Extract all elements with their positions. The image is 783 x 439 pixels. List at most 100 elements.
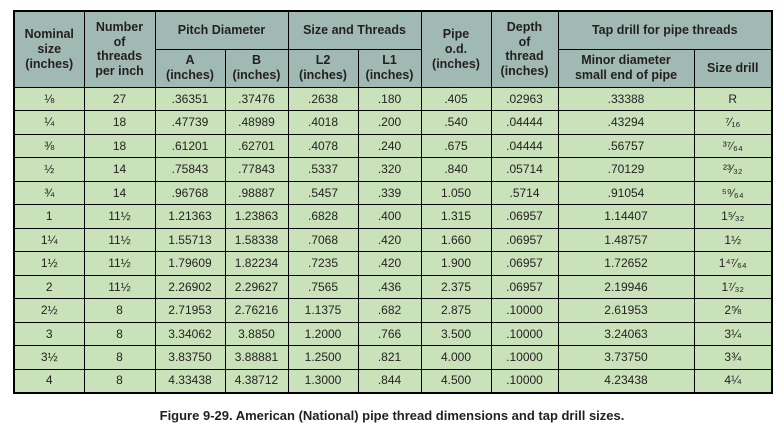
- table-cell: .04444: [490, 110, 559, 135]
- header-size-drill: Size drill: [693, 48, 773, 88]
- table-cell: .70129: [557, 157, 695, 182]
- table-cell: 8: [83, 345, 156, 370]
- table-row: 1½ 11½ 1.79609 1.82234.7235.420 1.900.06957 1…: [13, 251, 773, 276]
- table-cell: 1.660: [420, 227, 492, 252]
- table-cell: 1.79609: [154, 251, 226, 276]
- table-cell: .7235: [287, 251, 359, 276]
- table-cell: ³⁷⁄₆₄: [693, 133, 773, 158]
- table-cell: .48989: [224, 110, 289, 135]
- table-cell: 1.48757: [557, 227, 695, 252]
- table-cell: .37476: [224, 86, 289, 111]
- header-minor-diameter: Minor diameter small end of pipe: [557, 48, 695, 88]
- table-cell: 8: [83, 321, 156, 346]
- table-cell: 1.315: [420, 204, 492, 229]
- table-cell: 1.900: [420, 251, 492, 276]
- table-cell: 18: [83, 110, 156, 135]
- table-cell: .04444: [490, 133, 559, 158]
- table-cell: ⅜: [13, 133, 85, 158]
- table-cell: 1.14407: [557, 204, 695, 229]
- table-row: 1 11½ 1.21363 1.23863.6828.400 1.315.06957 1.…: [13, 204, 773, 229]
- table-cell: .36351: [154, 86, 226, 111]
- table-cell: ¾: [13, 180, 85, 205]
- table-cell: 18: [83, 133, 156, 158]
- table-cell: .540: [420, 110, 492, 135]
- table-header: Nominal size (inches) Number of threads …: [13, 10, 773, 88]
- table-cell: 2⅝: [693, 298, 773, 323]
- table-cell: 2.26902: [154, 274, 226, 299]
- table-cell: 1.58338: [224, 227, 289, 252]
- table-cell: .91054: [557, 180, 695, 205]
- table-row: 2 11½ 2.26902 2.29627.7565.436 2.375.06957 2.…: [13, 274, 773, 299]
- header-pitch-a: A (inches): [154, 48, 226, 88]
- table-cell: .62701: [224, 133, 289, 158]
- header-row-sub: A (inches) B (inches) L2 (inches) L1 (in…: [14, 48, 773, 88]
- table-cell: 3.88881: [224, 345, 289, 370]
- table-cell: 2: [13, 274, 85, 299]
- table-row: ¾ 14.96768.98887.5457.339 1.050.5714.91054…: [13, 180, 773, 205]
- table-cell: 1⁴⁷⁄₆₄: [693, 251, 773, 276]
- table-cell: 14: [83, 157, 156, 182]
- table-row: 1¼ 11½ 1.55713 1.58338.7068.420 1.660.06957 1…: [13, 227, 773, 252]
- table-cell: .682: [357, 298, 422, 323]
- table-cell: .844: [357, 368, 422, 393]
- table-cell: .43294: [557, 110, 695, 135]
- table-cell: .47739: [154, 110, 226, 135]
- table-cell: .180: [357, 86, 422, 111]
- table-cell: 2.29627: [224, 274, 289, 299]
- table-cell: .05714: [490, 157, 559, 182]
- header-nominal-size: Nominal size (inches): [13, 10, 85, 88]
- table-cell: 4.23438: [557, 368, 695, 393]
- table-cell: 2.875: [420, 298, 492, 323]
- header-row-groups: Nominal size (inches) Number of threads …: [13, 10, 773, 88]
- table-cell: .06957: [490, 251, 559, 276]
- header-pitch-b: B (inches): [224, 48, 289, 88]
- table-row: ¼ 18.47739.48989.4018.200.540.04444.43294…: [13, 110, 773, 135]
- table-cell: 3.73750: [557, 345, 695, 370]
- table-cell: 3.24063: [557, 321, 695, 346]
- table-cell: .2638: [287, 86, 359, 111]
- table-cell: .10000: [490, 368, 559, 393]
- table-cell: 8: [83, 298, 156, 323]
- table-cell: .06957: [490, 274, 559, 299]
- table-cell: 2.76216: [224, 298, 289, 323]
- table-cell: 2½: [13, 298, 85, 323]
- table-row: ⅛ 27.36351.37476.2638.180.405.02963.33388…: [13, 86, 773, 111]
- table-cell: 3.500: [420, 321, 492, 346]
- pipe-thread-table: Nominal size (inches) Number of threads …: [13, 10, 773, 394]
- table-cell: .10000: [490, 345, 559, 370]
- table-cell: ¼: [13, 110, 85, 135]
- table-cell: 3¼: [693, 321, 773, 346]
- table-cell: 1.23863: [224, 204, 289, 229]
- table-cell: ²³⁄₃₂: [693, 157, 773, 182]
- table-cell: 2.61953: [557, 298, 695, 323]
- table-cell: .77843: [224, 157, 289, 182]
- table-cell: 1¼: [13, 227, 85, 252]
- table-cell: ⁷⁄₁₆: [693, 110, 773, 135]
- table-cell: 3½: [13, 345, 85, 370]
- table-cell: ⅛: [13, 86, 85, 111]
- table-cell: 1.55713: [154, 227, 226, 252]
- table-cell: 8: [83, 368, 156, 393]
- table-cell: 11½: [83, 251, 156, 276]
- table-cell: 3.8850: [224, 321, 289, 346]
- table-cell: 2.375: [420, 274, 492, 299]
- table-cell: 1.1375: [287, 298, 359, 323]
- table-cell: 11½: [83, 227, 156, 252]
- table-cell: 14: [83, 180, 156, 205]
- header-pipe-od: Pipe o.d. (inches): [420, 10, 492, 88]
- table-cell: .200: [357, 110, 422, 135]
- table-cell: 1⁷⁄₃₂: [693, 274, 773, 299]
- header-threads-per-inch: Number of threads per inch: [83, 10, 156, 88]
- table-cell: .56757: [557, 133, 695, 158]
- table-cell: .436: [357, 274, 422, 299]
- table-row: ⅜ 18.61201.62701.4078.240.675.04444.56757…: [13, 133, 773, 158]
- table-cell: 1.2500: [287, 345, 359, 370]
- table-cell: .10000: [490, 321, 559, 346]
- table-row: 3 8 3.34062 3.8850 1.2000.766 3.500.10000 3.24…: [13, 321, 773, 346]
- table-row: 3½ 8 3.83750 3.88881 1.2500.821 4.000.10000 3.…: [13, 345, 773, 370]
- header-pitch-diameter-group: Pitch Diameter: [154, 10, 289, 50]
- table-cell: .5714: [490, 180, 559, 205]
- table-cell: .10000: [490, 298, 559, 323]
- table-cell: 1.21363: [154, 204, 226, 229]
- table-cell: .420: [357, 251, 422, 276]
